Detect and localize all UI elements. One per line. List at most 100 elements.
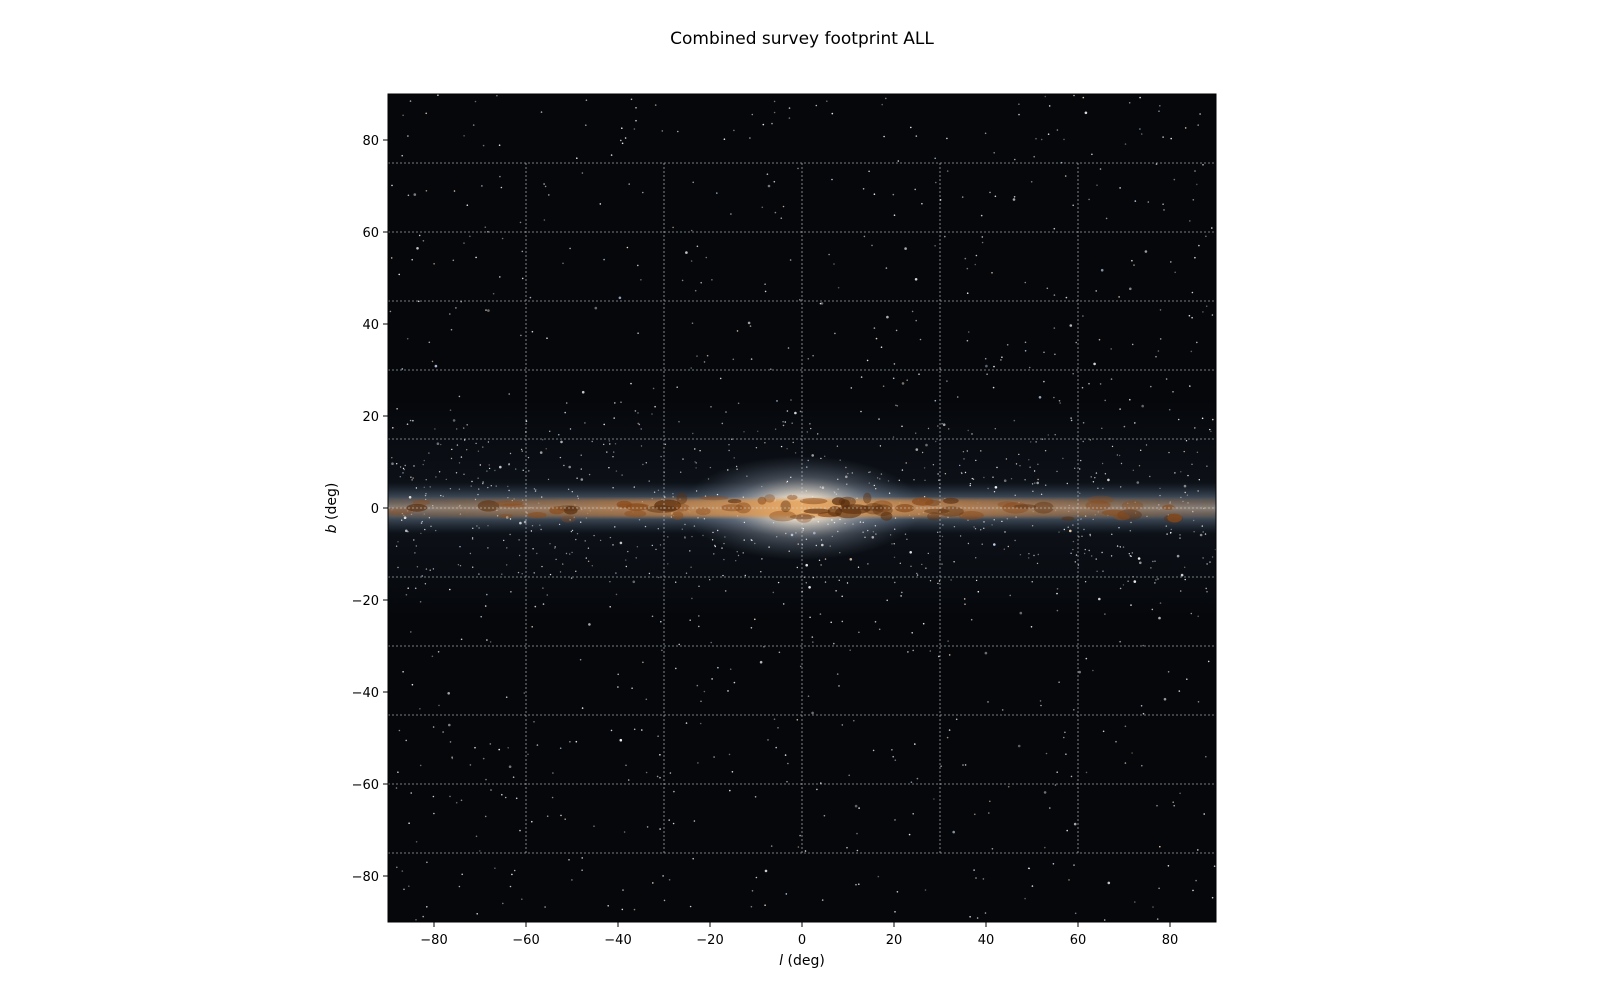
star <box>668 819 670 821</box>
star <box>1130 604 1132 606</box>
star <box>430 525 432 527</box>
star <box>633 486 635 488</box>
star <box>535 489 537 491</box>
star <box>946 137 948 140</box>
star <box>1159 494 1161 497</box>
star <box>1128 102 1131 104</box>
star <box>405 529 408 533</box>
star <box>628 183 630 185</box>
star <box>580 521 582 523</box>
star <box>790 399 792 401</box>
star <box>743 521 746 524</box>
star <box>1184 578 1186 581</box>
star <box>988 812 990 814</box>
star <box>544 906 546 908</box>
star <box>661 130 664 132</box>
star <box>564 411 566 414</box>
star <box>959 535 962 537</box>
star <box>499 465 502 469</box>
star <box>581 172 584 174</box>
star <box>659 776 661 779</box>
star <box>1207 660 1210 663</box>
star <box>790 476 792 478</box>
star <box>1049 807 1051 809</box>
star <box>397 541 399 543</box>
dust-cloud <box>757 496 767 505</box>
star <box>1119 408 1121 410</box>
x-axis-label: l (deg) <box>779 953 825 969</box>
star <box>927 552 929 555</box>
star <box>760 571 762 573</box>
star <box>849 649 851 651</box>
star <box>445 478 447 481</box>
star <box>1000 359 1002 361</box>
x-axis-label-unit: (deg) <box>783 953 825 969</box>
star <box>476 913 479 915</box>
star <box>1088 549 1090 552</box>
star <box>455 307 457 309</box>
star <box>941 422 943 425</box>
star <box>434 364 438 368</box>
x-axis-label-var: l <box>779 953 783 969</box>
star <box>642 661 644 664</box>
star <box>1184 491 1186 494</box>
star <box>1118 454 1121 457</box>
star <box>551 796 554 799</box>
star <box>431 360 434 363</box>
star <box>484 226 487 228</box>
star <box>1165 525 1168 527</box>
star <box>681 528 683 530</box>
star <box>414 552 416 554</box>
star <box>804 850 807 852</box>
star <box>453 190 456 192</box>
star <box>587 547 590 549</box>
star <box>620 401 622 404</box>
x-tick-label: 80 <box>1162 933 1179 948</box>
star <box>1122 546 1125 548</box>
star <box>413 465 415 467</box>
star <box>478 488 480 490</box>
star <box>1130 555 1132 557</box>
star <box>1031 581 1033 583</box>
star <box>980 214 983 217</box>
star <box>1180 471 1182 473</box>
star <box>733 129 735 132</box>
star <box>992 386 995 389</box>
star <box>533 721 535 723</box>
star <box>880 346 883 349</box>
star <box>837 488 839 490</box>
star <box>1210 430 1212 433</box>
star <box>423 459 425 462</box>
star <box>993 519 995 521</box>
star <box>1102 487 1104 490</box>
star <box>1127 580 1129 582</box>
dust-cloud <box>1061 516 1075 521</box>
star <box>1030 181 1033 183</box>
star <box>433 812 435 815</box>
star <box>981 236 984 238</box>
star <box>1167 865 1170 867</box>
star <box>725 411 727 413</box>
star <box>742 552 744 554</box>
star <box>1047 133 1050 135</box>
star <box>527 753 529 756</box>
star <box>1044 95 1047 98</box>
star <box>916 572 918 575</box>
star <box>652 882 654 884</box>
star <box>1081 535 1083 537</box>
star <box>1194 170 1196 172</box>
star <box>944 235 946 238</box>
star <box>1084 548 1087 551</box>
star <box>894 528 896 530</box>
star <box>567 488 570 490</box>
star <box>581 390 585 394</box>
star <box>799 665 802 668</box>
star <box>948 729 951 731</box>
star <box>419 764 422 767</box>
star <box>477 493 479 496</box>
star <box>862 521 864 524</box>
star <box>1045 752 1048 755</box>
star <box>1083 528 1085 531</box>
star <box>1063 736 1065 739</box>
star <box>996 466 998 469</box>
